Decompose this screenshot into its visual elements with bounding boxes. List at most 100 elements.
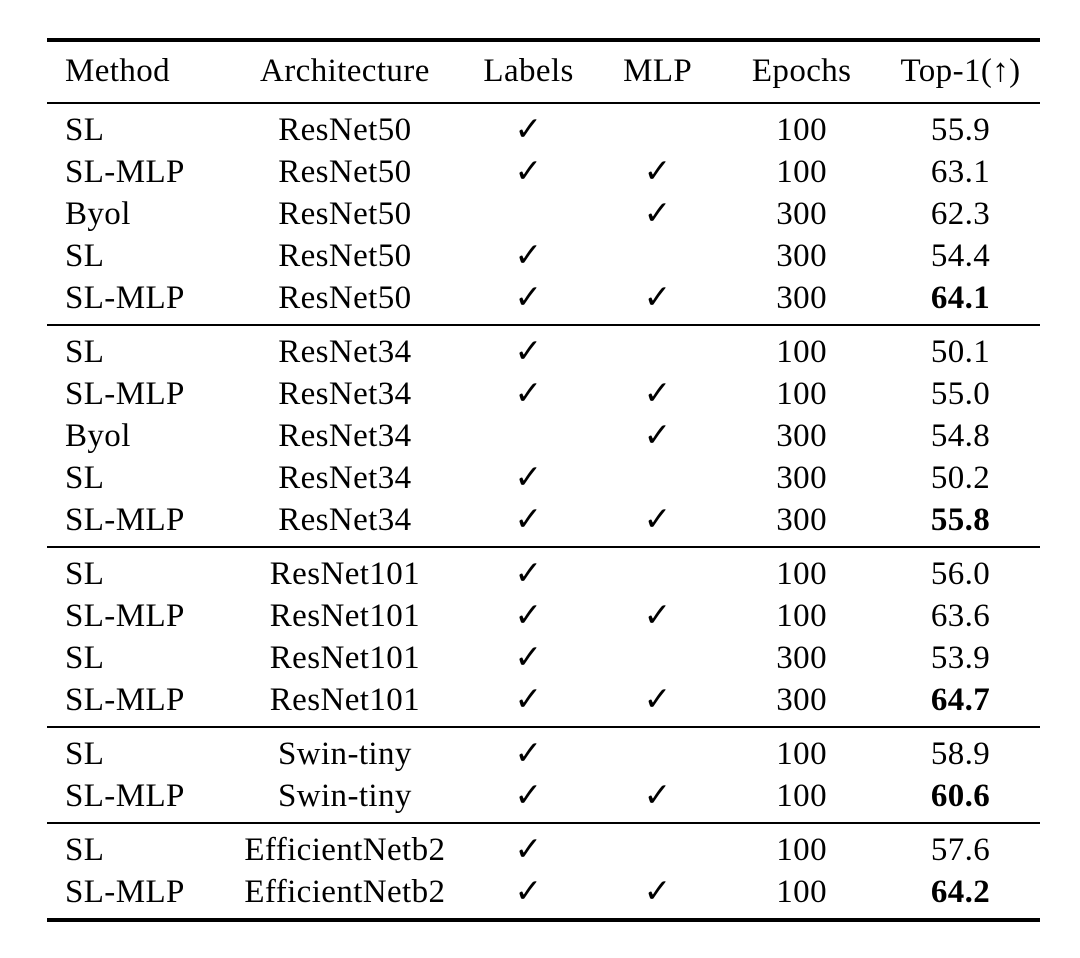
checkmark-icon: ✓ bbox=[514, 237, 543, 274]
architecture-cell: Swin-tiny bbox=[278, 777, 412, 814]
architecture-cell: ResNet50 bbox=[278, 237, 412, 274]
top1-cell: 55.8 bbox=[930, 501, 991, 538]
top1-cell: 63.6 bbox=[930, 597, 991, 634]
architecture-cell: ResNet50 bbox=[278, 111, 412, 148]
labels-cell: ✓ bbox=[464, 373, 593, 415]
epochs-cell: 100 bbox=[776, 597, 827, 634]
table-row: SL ResNet50 ✓ 300 54.4 bbox=[47, 235, 1040, 277]
checkmark-icon: ✓ bbox=[514, 375, 543, 412]
architecture-cell: ResNet34 bbox=[278, 501, 412, 538]
results-table: Method Architecture Labels MLP Epochs Top-1(↑… bbox=[47, 38, 1040, 922]
method-cell: SL-MLP bbox=[65, 375, 185, 412]
epochs-cell: 300 bbox=[776, 459, 827, 496]
mlp-cell: ✓ bbox=[593, 151, 722, 193]
architecture-cell: ResNet101 bbox=[269, 597, 421, 634]
table-group-resnet101: SL ResNet101 ✓ 100 56.0 SL-MLP ResNet101 ✓ ✓ 100 6… bbox=[47, 547, 1040, 727]
epochs-cell: 300 bbox=[776, 681, 827, 718]
checkmark-icon: ✓ bbox=[643, 195, 672, 232]
checkmark-icon: ✓ bbox=[643, 873, 672, 910]
labels-cell: ✓ bbox=[464, 775, 593, 823]
checkmark-icon: ✓ bbox=[514, 279, 543, 316]
column-header-labels: Labels bbox=[483, 53, 574, 89]
checkmark-icon: ✓ bbox=[514, 111, 543, 148]
labels-cell: ✓ bbox=[464, 235, 593, 277]
mlp-cell bbox=[593, 235, 722, 277]
top1-cell: 55.9 bbox=[930, 111, 991, 148]
architecture-cell: ResNet101 bbox=[269, 639, 421, 676]
labels-cell: ✓ bbox=[464, 823, 593, 871]
epochs-cell: 300 bbox=[776, 417, 827, 454]
checkmark-icon: ✓ bbox=[514, 501, 543, 538]
method-cell: SL-MLP bbox=[65, 873, 185, 910]
mlp-cell bbox=[593, 823, 722, 871]
checkmark-icon: ✓ bbox=[514, 153, 543, 190]
labels-cell: ✓ bbox=[464, 727, 593, 775]
labels-cell: ✓ bbox=[464, 103, 593, 151]
top1-cell: 54.8 bbox=[930, 417, 991, 454]
architecture-cell: ResNet101 bbox=[269, 681, 421, 718]
top1-cell: 54.4 bbox=[930, 237, 991, 274]
top1-cell: 58.9 bbox=[930, 735, 991, 772]
mlp-cell: ✓ bbox=[593, 193, 722, 235]
paper-table-figure: Method Architecture Labels MLP Epochs Top-1(↑… bbox=[47, 38, 1040, 922]
method-cell: SL bbox=[65, 831, 105, 868]
architecture-cell: ResNet34 bbox=[278, 459, 412, 496]
table-row: SL ResNet50 ✓ 100 55.9 bbox=[47, 103, 1040, 151]
labels-cell: ✓ bbox=[464, 151, 593, 193]
checkmark-icon: ✓ bbox=[643, 279, 672, 316]
checkmark-icon: ✓ bbox=[514, 735, 543, 772]
checkmark-icon: ✓ bbox=[643, 153, 672, 190]
table-row: SL-MLP EfficientNetb2 ✓ ✓ 100 64.2 bbox=[47, 871, 1040, 920]
mlp-cell: ✓ bbox=[593, 595, 722, 637]
checkmark-icon: ✓ bbox=[514, 681, 543, 718]
column-header-architecture: Architecture bbox=[260, 53, 430, 89]
table-row: Byol ResNet34 ✓ 300 54.8 bbox=[47, 415, 1040, 457]
method-cell: SL bbox=[65, 237, 105, 274]
method-cell: SL-MLP bbox=[65, 681, 185, 718]
method-cell: SL bbox=[65, 735, 105, 772]
mlp-cell: ✓ bbox=[593, 775, 722, 823]
table-group-resnet50: SL ResNet50 ✓ 100 55.9 SL-MLP ResNet50 ✓ ✓ 100 63.… bbox=[47, 103, 1040, 325]
epochs-cell: 300 bbox=[776, 639, 827, 676]
top1-cell: 63.1 bbox=[930, 153, 991, 190]
epochs-cell: 100 bbox=[776, 735, 827, 772]
checkmark-icon: ✓ bbox=[643, 597, 672, 634]
mlp-cell bbox=[593, 547, 722, 595]
labels-cell: ✓ bbox=[464, 679, 593, 727]
checkmark-icon: ✓ bbox=[643, 777, 672, 814]
column-header-mlp: MLP bbox=[623, 53, 693, 89]
epochs-cell: 300 bbox=[776, 279, 827, 316]
top1-cell: 56.0 bbox=[930, 555, 991, 592]
mlp-cell: ✓ bbox=[593, 499, 722, 547]
table-row: SL ResNet34 ✓ 300 50.2 bbox=[47, 457, 1040, 499]
checkmark-icon: ✓ bbox=[643, 681, 672, 718]
checkmark-icon: ✓ bbox=[514, 333, 543, 370]
method-cell: Byol bbox=[65, 417, 131, 454]
table-row: SL-MLP ResNet34 ✓ ✓ 100 55.0 bbox=[47, 373, 1040, 415]
checkmark-icon: ✓ bbox=[514, 555, 543, 592]
mlp-cell: ✓ bbox=[593, 373, 722, 415]
mlp-cell bbox=[593, 727, 722, 775]
architecture-cell: ResNet101 bbox=[269, 555, 421, 592]
architecture-cell: EfficientNetb2 bbox=[244, 873, 446, 910]
column-header-epochs: Epochs bbox=[751, 53, 852, 89]
table-group-efficientnetb2: SL EfficientNetb2 ✓ 100 57.6 SL-MLP EfficientN… bbox=[47, 823, 1040, 920]
labels-cell: ✓ bbox=[464, 499, 593, 547]
architecture-cell: ResNet34 bbox=[278, 333, 412, 370]
mlp-cell: ✓ bbox=[593, 277, 722, 325]
epochs-cell: 300 bbox=[776, 501, 827, 538]
checkmark-icon: ✓ bbox=[514, 459, 543, 496]
architecture-cell: ResNet50 bbox=[278, 195, 412, 232]
epochs-cell: 100 bbox=[776, 777, 827, 814]
epochs-cell: 300 bbox=[776, 195, 827, 232]
method-cell: SL bbox=[65, 111, 105, 148]
epochs-cell: 300 bbox=[776, 237, 827, 274]
method-cell: SL-MLP bbox=[65, 279, 185, 316]
top1-cell: 64.7 bbox=[930, 681, 991, 718]
method-cell: Byol bbox=[65, 195, 131, 232]
checkmark-icon: ✓ bbox=[643, 417, 672, 454]
top1-cell: 60.6 bbox=[930, 777, 991, 814]
column-header-method: Method bbox=[65, 53, 171, 89]
mlp-cell: ✓ bbox=[593, 415, 722, 457]
checkmark-icon: ✓ bbox=[643, 501, 672, 538]
